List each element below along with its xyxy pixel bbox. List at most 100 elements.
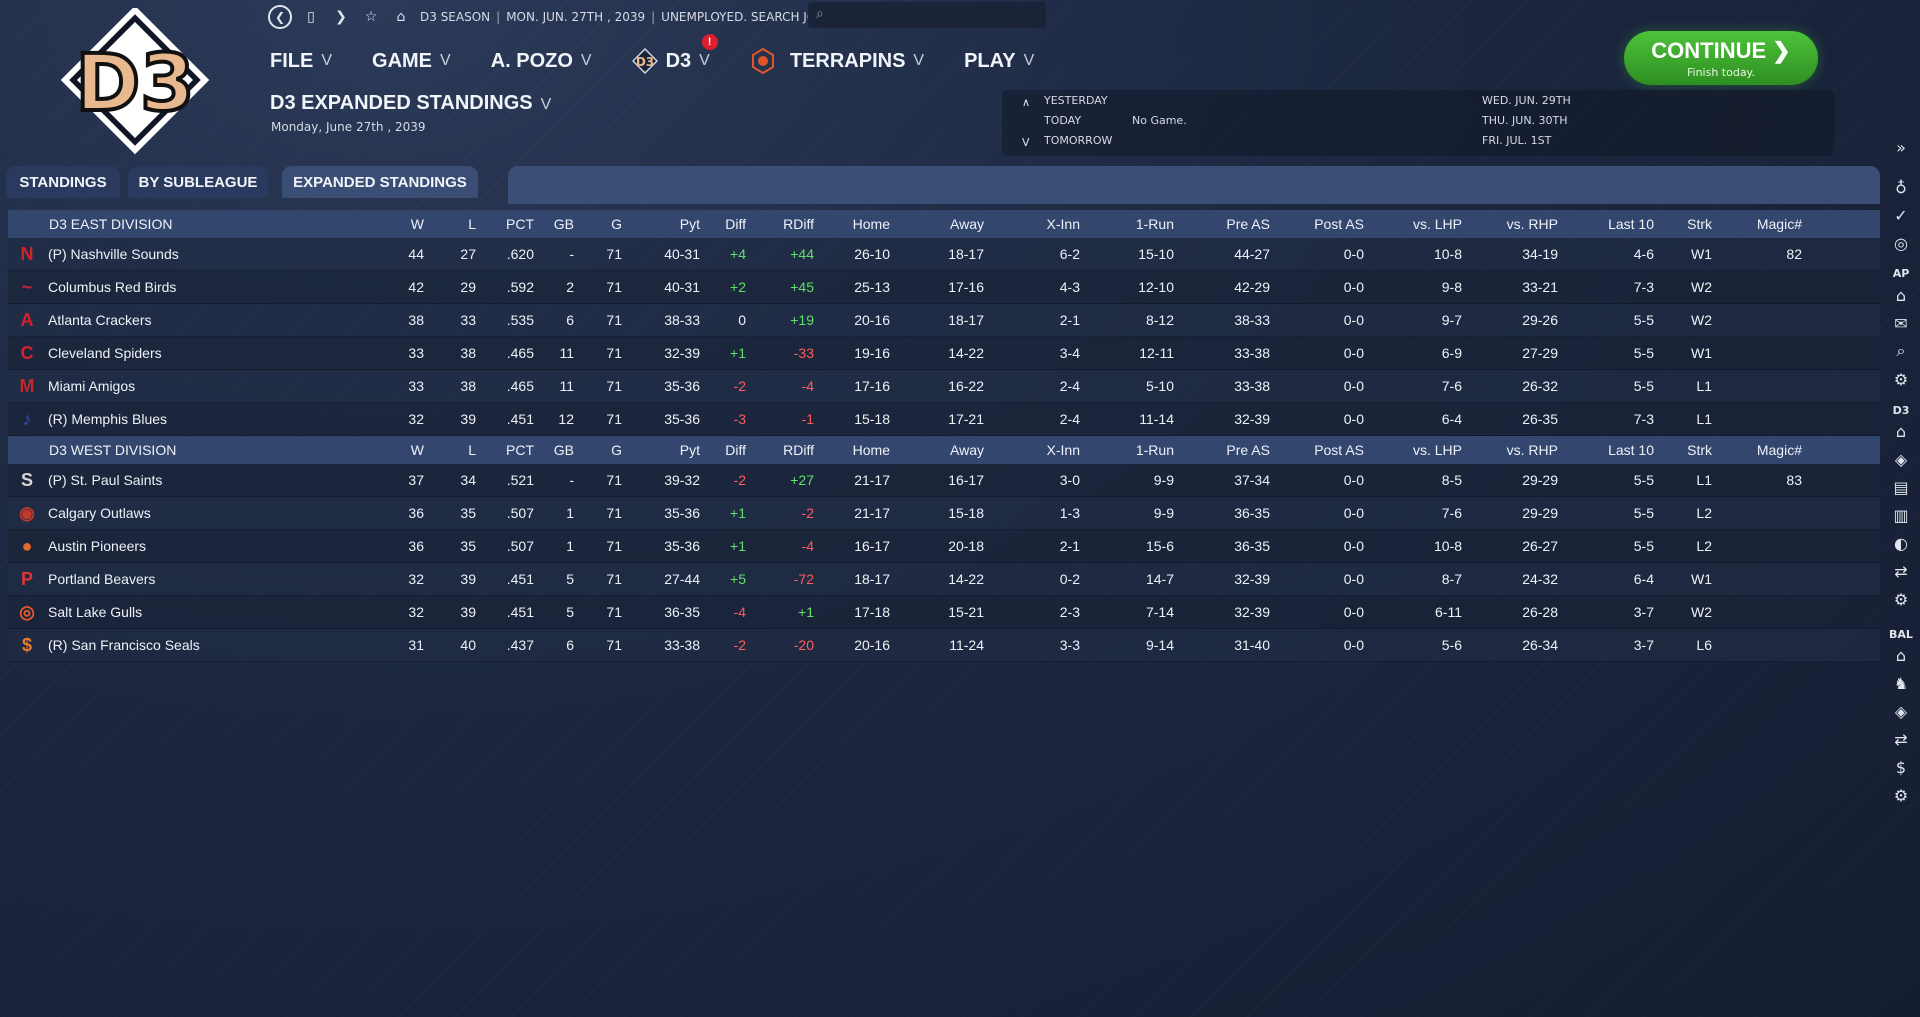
checkmark-icon[interactable]: ✓ [1894,205,1908,225]
team-menu[interactable]: TERRAPINS V [750,48,924,74]
bar-chart-icon[interactable]: ▥ [1893,505,1909,525]
column-header-rdiff[interactable]: RDiff [783,442,814,458]
column-header-home[interactable]: Home [852,216,890,232]
column-header-vs-rhp[interactable]: vs. RHP [1506,442,1558,458]
column-header-diff[interactable]: Diff [725,442,746,458]
team-name-link[interactable]: Cleveland Spiders [48,345,162,361]
table-row[interactable]: M Miami Amigos 33 38 .465 11 71 35-36 -2 -4 17-16 1… [8,370,1880,403]
chevron-down-icon[interactable]: V [1022,136,1030,149]
column-header-g[interactable]: G [611,442,622,458]
column-header-last-10[interactable]: Last 10 [1608,216,1654,232]
league-menu[interactable]: D3 D3 V ! [631,34,718,74]
diamond-icon[interactable]: ◈ [1894,449,1908,469]
diamond-icon[interactable]: ◈ [1894,701,1908,721]
play-menu[interactable]: PLAY V [964,50,1034,73]
table-row[interactable]: ~ Columbus Red Birds 42 29 .592 2 71 40-31 +2 +45… [8,271,1880,304]
column-header-vs-lhp[interactable]: vs. LHP [1412,216,1462,232]
home-icon[interactable]: ⌂ [1895,285,1907,305]
column-header-magic-number[interactable]: Magic# [1756,216,1802,232]
column-header-streak[interactable]: Strk [1687,216,1712,232]
column-header-x-inn[interactable]: X-Inn [1046,216,1080,232]
column-header-one-run[interactable]: 1-Run [1135,442,1174,458]
gear-icon[interactable]: ⚙ [1893,589,1909,609]
roster-icon[interactable]: ♞ [1893,673,1909,693]
column-header-l[interactable]: L [468,216,476,232]
column-header-diff[interactable]: Diff [725,216,746,232]
page-title[interactable]: D3 EXPANDED STANDINGS V [270,92,551,115]
team-name-link[interactable]: Salt Lake Gulls [48,604,143,620]
mail-icon[interactable]: ✉ [1894,313,1908,333]
team-name-link[interactable]: (P) Nashville Sounds [48,246,179,262]
column-header-w[interactable]: W [410,442,424,458]
home-icon[interactable]: ⌂ [1895,645,1907,665]
star-icon[interactable]: ☆ [364,9,378,25]
column-header-vs-rhp[interactable]: vs. RHP [1506,216,1558,232]
column-header-pyt[interactable]: Pyt [679,216,700,232]
table-row[interactable]: P Portland Beavers 32 39 .451 5 71 27-44 +5 -72 18… [8,563,1880,596]
column-header-streak[interactable]: Strk [1687,442,1712,458]
column-header-pre-as[interactable]: Pre AS [1226,442,1270,458]
baseball-icon[interactable]: ◐ [1894,533,1908,553]
column-header-pre-as[interactable]: Pre AS [1226,216,1270,232]
column-header-gb[interactable]: GB [553,442,574,458]
table-row[interactable]: ♪ (R) Memphis Blues 32 39 .451 12 71 35-36 -3 -1 1… [8,403,1880,436]
table-row[interactable]: A Atlanta Crackers 38 33 .535 6 71 38-33 0 +19 20-… [8,304,1880,337]
column-header-post-as[interactable]: Post AS [1314,442,1364,458]
tab-by-subleague[interactable]: BY SUBLEAGUE [128,166,268,198]
column-header-pct[interactable]: PCT [506,442,534,458]
search-icon[interactable]: ⌕ [1896,341,1906,360]
continue-button[interactable]: CONTINUE ❯ Finish today. [1624,31,1818,85]
team-name-link[interactable]: Miami Amigos [48,378,136,394]
search-input[interactable]: ⌕ [808,2,1046,28]
table-row[interactable]: ● Austin Pioneers 36 35 .507 1 71 35-36 +1 -4 16-1… [8,530,1880,563]
column-header-w[interactable]: W [410,216,424,232]
column-header-x-inn[interactable]: X-Inn [1046,442,1080,458]
expand-icon[interactable]: » [1896,137,1906,157]
column-header-last-10[interactable]: Last 10 [1608,442,1654,458]
team-name-link[interactable]: Portland Beavers [48,571,156,587]
gear-icon[interactable]: ⚙ [1893,785,1909,805]
team-name-link[interactable]: (P) St. Paul Saints [48,472,163,488]
tab-standings[interactable]: STANDINGS [6,166,120,198]
bookmark-icon[interactable]: ▯ [307,9,315,25]
forward-button[interactable]: ❯ [335,9,347,25]
back-button[interactable]: ❮ [268,5,292,29]
column-header-g[interactable]: G [611,216,622,232]
column-header-gb[interactable]: GB [553,216,574,232]
team-name-link[interactable]: (R) San Francisco Seals [48,637,200,653]
column-header-one-run[interactable]: 1-Run [1135,216,1174,232]
column-header-post-as[interactable]: Post AS [1314,216,1364,232]
transactions-icon[interactable]: ⇄ [1894,561,1908,581]
table-row[interactable]: S (P) St. Paul Saints 37 34 .521 - 71 39-32 -2 +2… [8,464,1880,497]
column-header-away[interactable]: Away [950,442,984,458]
team-name-link[interactable]: Columbus Red Birds [48,279,177,295]
team-name-link[interactable]: Calgary Outlaws [48,505,151,521]
column-header-away[interactable]: Away [950,216,984,232]
column-header-rdiff[interactable]: RDiff [783,216,814,232]
table-row[interactable]: N (P) Nashville Sounds 44 27 .620 - 71 40-31 +4 +… [8,238,1880,271]
column-header-l[interactable]: L [468,442,476,458]
manager-menu[interactable]: A. POZO V [491,50,592,73]
column-header-pct[interactable]: PCT [506,216,534,232]
id-card-icon[interactable]: ▤ [1893,477,1909,497]
table-row[interactable]: C Cleveland Spiders 33 38 .465 11 71 32-39 +1 -33… [8,337,1880,370]
game-menu[interactable]: GAME V [372,50,451,73]
team-name-link[interactable]: (R) Memphis Blues [48,411,168,427]
gear-icon[interactable]: ⚙ [1893,369,1909,389]
employment-status-link[interactable]: UNEMPLOYED. SEARCH JOBS... [661,10,844,24]
table-row[interactable]: $ (R) San Francisco Seals 31 40 .437 6 71 33-38… [8,629,1880,662]
column-header-magic-number[interactable]: Magic# [1756,442,1802,458]
chevron-up-icon[interactable]: ∧ [1022,96,1031,109]
team-name-link[interactable]: Austin Pioneers [48,538,147,554]
file-menu[interactable]: FILE V [270,50,332,73]
transactions-icon[interactable]: ⇄ [1894,729,1908,749]
lightbulb-icon[interactable]: ♁ [1895,177,1907,197]
home-icon[interactable]: ⌂ [396,9,406,25]
column-header-vs-lhp[interactable]: vs. LHP [1412,442,1462,458]
team-name-link[interactable]: Atlanta Crackers [48,312,152,328]
column-header-pyt[interactable]: Pyt [679,442,700,458]
home-icon[interactable]: ⌂ [1895,421,1907,441]
globe-icon[interactable]: ◎ [1894,233,1908,253]
tab-expanded-standings[interactable]: EXPANDED STANDINGS [282,166,478,198]
table-row[interactable]: ◎ Salt Lake Gulls 32 39 .451 5 71 36-35 -4 +1 17-1… [8,596,1880,629]
